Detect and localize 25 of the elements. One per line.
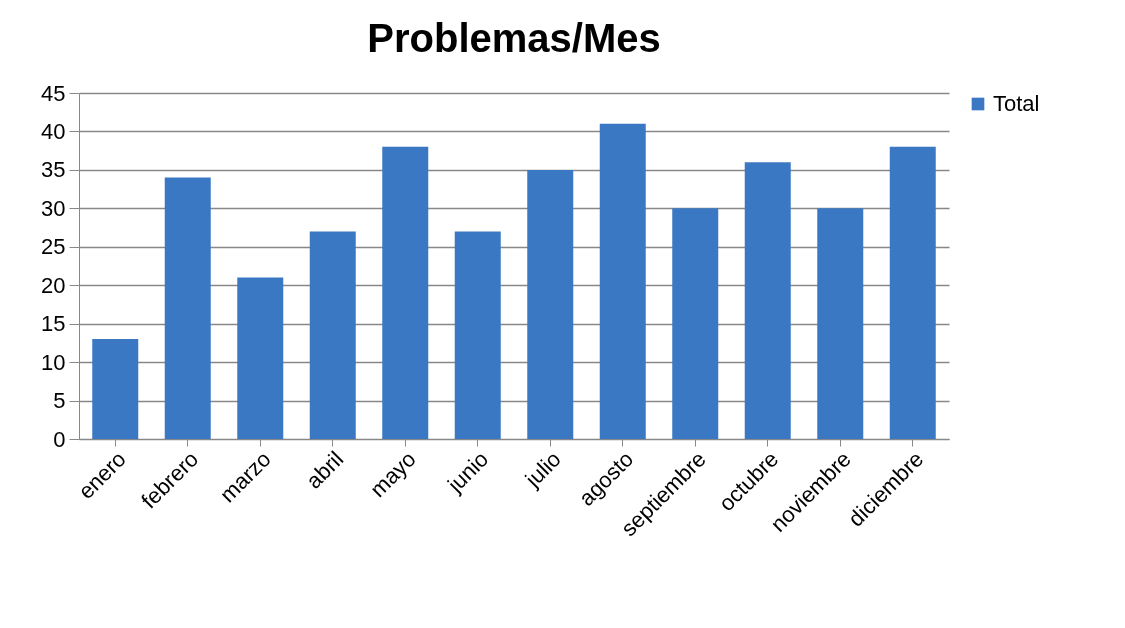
y-tick-label: 40	[41, 118, 66, 144]
legend-label: Total	[993, 91, 1040, 116]
bar	[744, 162, 791, 439]
bar	[599, 123, 646, 439]
bar	[672, 208, 719, 439]
bar	[382, 146, 429, 439]
bar	[454, 231, 501, 439]
bar	[527, 169, 574, 439]
y-tick-label: 35	[41, 157, 66, 183]
y-tick-label: 15	[41, 311, 66, 337]
bar	[92, 339, 139, 439]
y-tick-label: 45	[41, 80, 66, 106]
y-tick-label: 20	[41, 272, 66, 298]
chart-title: Problemas/Mes	[367, 16, 661, 60]
y-tick-label: 0	[53, 426, 66, 452]
bar	[889, 146, 936, 439]
x-tick-label: julio	[519, 446, 566, 493]
bar	[309, 231, 356, 439]
bar	[164, 177, 211, 439]
bar	[237, 277, 284, 439]
y-tick-label: 30	[41, 195, 66, 221]
y-tick-label: 25	[41, 234, 66, 260]
y-tick-label: 5	[53, 388, 66, 414]
bar	[817, 208, 864, 439]
y-tick-label: 10	[41, 349, 66, 375]
